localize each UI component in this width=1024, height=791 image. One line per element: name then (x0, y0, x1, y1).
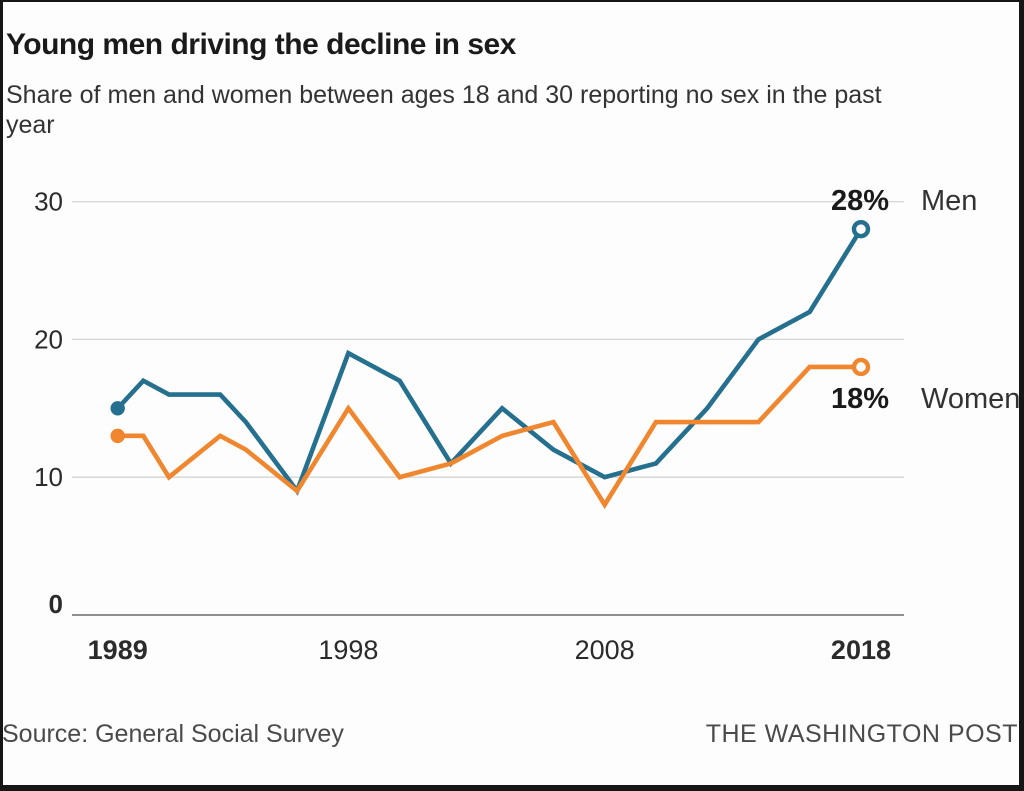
women-end-value-label: 18% (831, 383, 889, 415)
chart-title: Young men driving the decline in sex (6, 28, 516, 62)
x-tick-label: 1989 (88, 635, 148, 665)
women-end-dot (851, 357, 871, 377)
x-tick-label: 2008 (575, 635, 635, 665)
y-tick-label: 10 (34, 462, 63, 492)
men-series-label: Men (921, 185, 977, 217)
y-tick-label: 0 (49, 589, 63, 619)
publisher-credit: THE WASHINGTON POST (705, 720, 1018, 748)
y-tick-label: 30 (34, 187, 63, 217)
chart-subtitle: Share of men and women between ages 18 a… (6, 81, 882, 139)
x-tick-label: 1998 (318, 635, 378, 665)
y-tick-label: 20 (34, 324, 63, 354)
source-note: Source: General Social Survey (2, 720, 344, 748)
women-start-dot (110, 428, 125, 444)
x-tick-label: 2018 (831, 635, 891, 665)
men-end-value-label: 28% (831, 185, 889, 217)
women-series-label: Women (921, 383, 1020, 415)
men-end-dot (851, 219, 871, 239)
women-line (117, 364, 861, 510)
men-line (116, 227, 863, 496)
men-start-dot (110, 401, 125, 416)
